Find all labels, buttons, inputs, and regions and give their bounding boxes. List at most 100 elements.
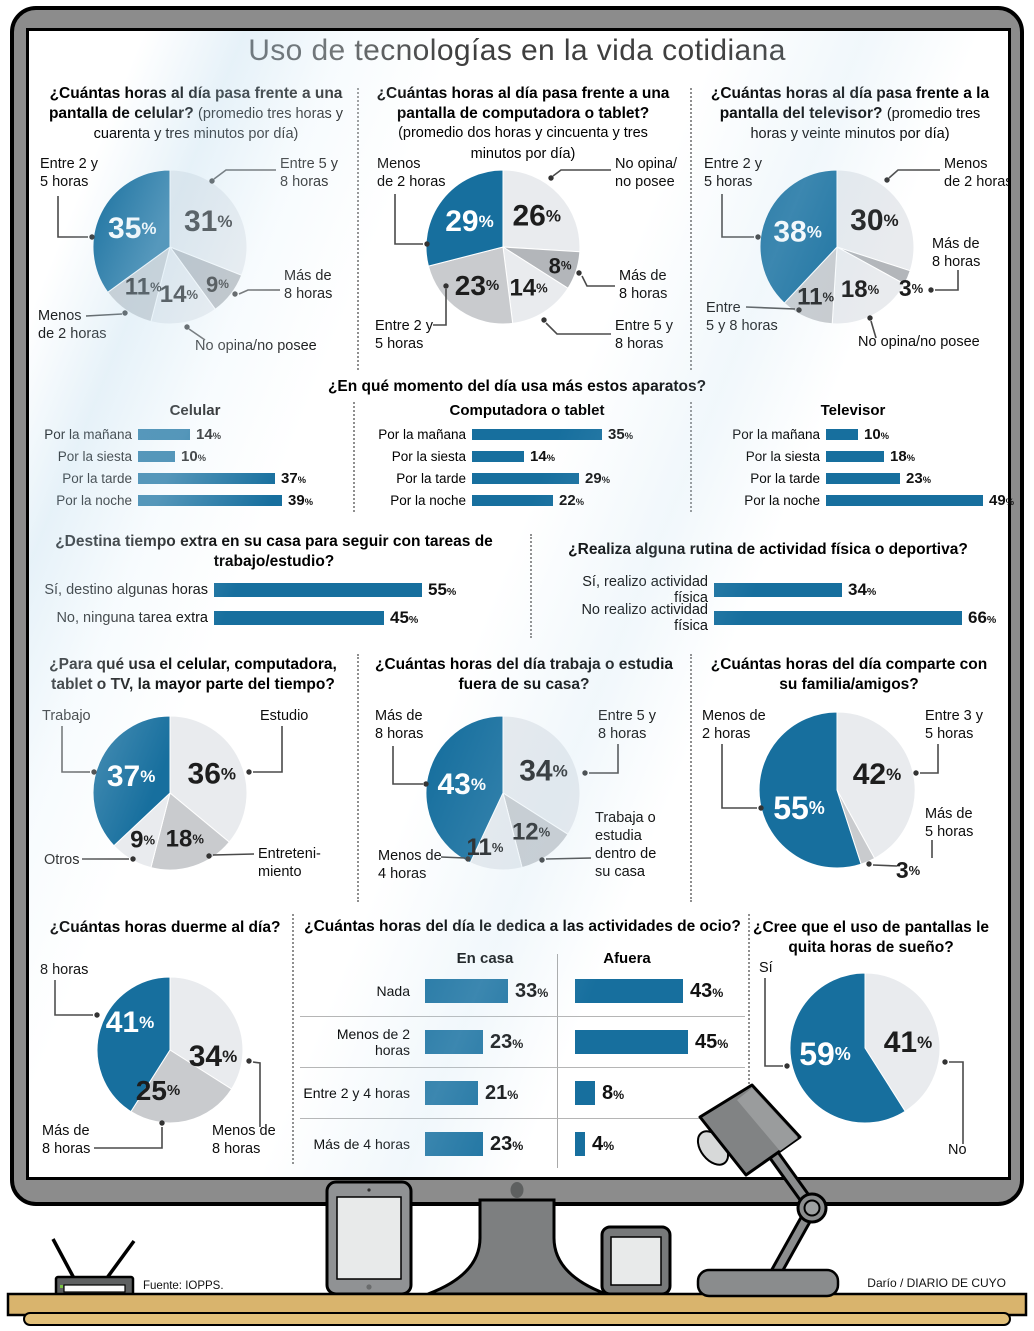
bar <box>425 979 508 1003</box>
pie-value: 31% <box>184 205 233 238</box>
pie-label: Menos de <box>212 1123 276 1139</box>
bar-row: Por la noche 22% <box>374 489 680 511</box>
ocio-col-afuera: Afuera <box>603 950 651 967</box>
separator <box>748 914 750 1164</box>
pie-label: Estudio <box>260 708 308 724</box>
pie-value: 11% <box>797 283 834 310</box>
bar-row: Por la siesta 14% <box>374 445 680 467</box>
leader-line <box>188 328 206 341</box>
pie-label: Entre <box>706 300 741 316</box>
ocio-row-label: Entre 2 y 4 horas <box>303 1085 410 1101</box>
pie-value: 59% <box>799 1036 851 1072</box>
pie-value: 34% <box>519 754 568 787</box>
bar-value: 10% <box>864 425 889 443</box>
ocio-row: Menos de 2 horas 23% 45% <box>300 1016 745 1067</box>
bar-value: 23% <box>490 1030 524 1053</box>
pie-slice <box>836 711 916 860</box>
pie-value: 37% <box>107 760 156 793</box>
leader-line <box>935 270 959 291</box>
pie-value: 38% <box>773 215 822 248</box>
pie-label: miento <box>258 864 302 880</box>
bar <box>138 450 175 462</box>
separator <box>353 402 355 512</box>
bar-value: 49% <box>989 491 1014 509</box>
leader-dot <box>94 1012 100 1018</box>
question-celular: ¿Cuántas horas al día pasa frente a una … <box>48 85 344 142</box>
leader-dot <box>866 861 872 867</box>
bar <box>826 494 983 506</box>
pie-value: 43% <box>437 767 486 800</box>
pie-value: 55% <box>773 790 825 826</box>
bar-label: Por la noche <box>390 492 466 508</box>
ocio-cell: 23% <box>418 1132 570 1156</box>
leader-line <box>238 289 280 295</box>
bar <box>575 1132 585 1156</box>
pie-label: de 2 horas <box>38 326 107 342</box>
pie-label: de 2 horas <box>944 174 1008 190</box>
bar-group-computadora: Computadora o tablet Por la mañana 35% Por … <box>374 402 680 511</box>
bar-row: Por la noche 49% <box>700 489 1014 511</box>
ocio-row-label: Nada <box>376 983 410 999</box>
leader-line <box>721 194 754 238</box>
pie-label: 8 horas <box>619 286 667 302</box>
bar-group-actividad: Sí, realizo actividad física 34% No realiz… <box>548 574 996 634</box>
bar <box>472 472 579 484</box>
bar-value: 45% <box>695 1030 729 1053</box>
pie-label: Otros <box>44 852 79 868</box>
bar-value: 29% <box>585 469 610 487</box>
leader-dot <box>928 287 934 293</box>
bar-row: Por la mañana 14% <box>40 423 350 445</box>
question-destina: ¿Destina tiempo extra en su casa para se… <box>55 533 493 570</box>
pie-label: Menos <box>377 156 421 172</box>
pie-label: Trabaja o <box>595 810 656 826</box>
pie-label: 4 horas <box>378 866 426 882</box>
pie-label: Entre 3 y <box>925 708 984 724</box>
author-credit: Darío / DIARIO DE CUYO <box>867 1276 1006 1290</box>
bar-value: 35% <box>608 425 633 443</box>
bar-value: 23% <box>490 1132 524 1155</box>
leader-line <box>61 726 90 773</box>
bar <box>138 428 190 440</box>
leader-dot <box>209 178 215 184</box>
pie-slice <box>425 715 504 864</box>
leader-line <box>440 856 466 859</box>
pie-value: 34% <box>189 1040 238 1073</box>
pie-value: 9% <box>130 826 155 853</box>
pie-label: Más de <box>932 236 980 252</box>
pie-label: Entre 2 y <box>40 156 99 172</box>
pie-label: Entre 2 y <box>375 318 434 334</box>
leader-dot <box>541 317 547 323</box>
pie-value: 9% <box>206 271 229 296</box>
pie-label: Sí <box>759 960 773 976</box>
bar-value: 33% <box>515 979 549 1002</box>
pie-label: Menos de <box>378 848 442 864</box>
leader-line <box>433 289 447 326</box>
bar <box>214 583 422 597</box>
pie-label: Entre 5 y <box>598 708 657 724</box>
momento-title: ¿En qué momento del día usa más estos ap… <box>327 378 707 395</box>
pie-label: 2 horas <box>702 726 750 742</box>
bar-value: 37% <box>281 469 306 487</box>
pie-label: 5 horas <box>925 824 973 840</box>
leader-dot <box>942 1059 948 1065</box>
leader-line <box>581 275 615 287</box>
bar-label: Por la siesta <box>57 448 132 464</box>
leader-line <box>764 978 783 1067</box>
pie-slice <box>502 169 581 253</box>
leader-line <box>94 1127 163 1149</box>
bar-row: No realizo actividad física 66% <box>548 602 996 634</box>
pie-chart-duerme: 34% 25% 41% 8 horas Más de 8 horas Menos de 8 h… <box>40 962 276 1157</box>
leader-dot <box>122 310 128 316</box>
bar <box>575 1081 595 1105</box>
pie-slice <box>130 1049 233 1124</box>
bar-group-celular: Celular Por la mañana 14% Por la siesta 10% P… <box>40 402 350 511</box>
bar-value: 21% <box>485 1081 519 1104</box>
pie-slice <box>169 169 248 276</box>
separator <box>690 402 692 512</box>
leader-line <box>949 1061 964 1144</box>
bar-row: Por la mañana 10% <box>700 423 1006 445</box>
bar <box>826 472 900 484</box>
pie-value: 11% <box>125 273 162 300</box>
pie-slice <box>150 245 216 325</box>
pie-value: 29% <box>445 205 494 238</box>
